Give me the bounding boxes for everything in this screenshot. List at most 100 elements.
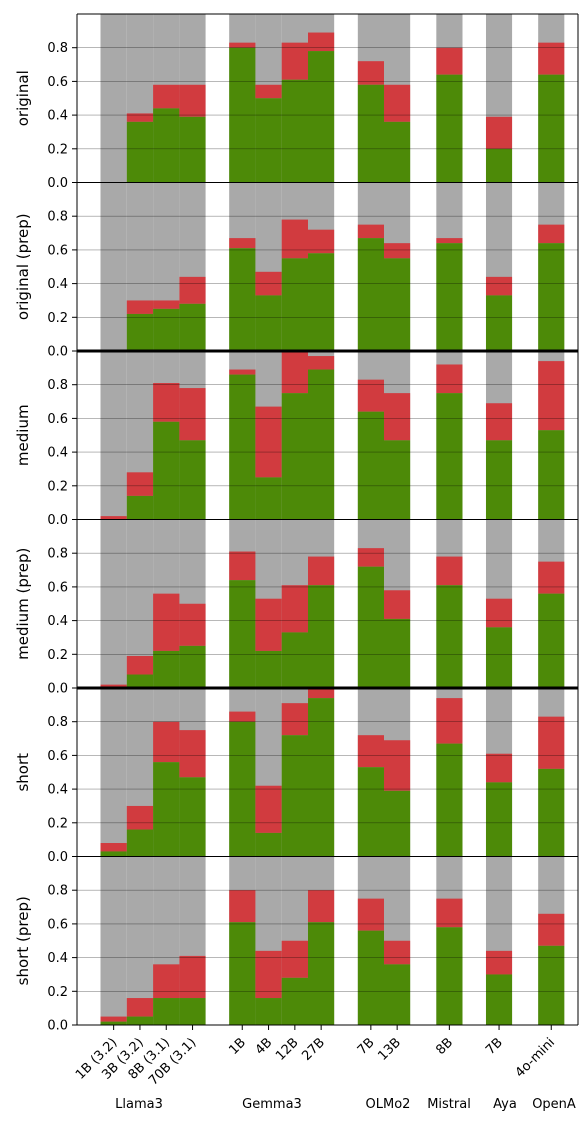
bar-wrong <box>308 556 335 586</box>
bar-correct <box>179 116 206 183</box>
bar-correct <box>357 930 384 1025</box>
bar-correct <box>485 148 513 183</box>
bar-correct <box>384 964 411 1025</box>
y-tick-label: 0.4 <box>47 109 68 124</box>
bar-wrong <box>357 735 384 768</box>
y-tick-label: 0.0 <box>47 176 68 191</box>
bar-correct <box>538 945 565 1025</box>
bar-wrong <box>229 890 256 923</box>
y-tick-label: 0.0 <box>47 1019 68 1034</box>
bar-wrong <box>308 688 335 699</box>
x-tick-label: 1B <box>226 1035 249 1058</box>
background-band <box>100 519 127 688</box>
bar-wrong <box>255 950 282 999</box>
bar-wrong <box>384 590 411 619</box>
bar-wrong <box>357 548 384 567</box>
x-tick-label: 7B <box>483 1035 506 1058</box>
bar-correct <box>179 645 206 688</box>
bar-correct <box>229 47 256 183</box>
bar-correct <box>153 762 180 857</box>
bar-wrong <box>179 955 206 999</box>
bar-wrong <box>179 730 206 778</box>
group-gap <box>462 182 486 351</box>
bar-correct <box>436 743 463 857</box>
background-band <box>100 856 127 1025</box>
bar-correct <box>100 851 127 857</box>
bar-correct <box>485 627 513 688</box>
y-tick-label: 0.0 <box>47 682 68 697</box>
bar-wrong <box>255 785 282 833</box>
y-tick-label: 0.6 <box>47 75 68 90</box>
family-label: Llama3 <box>115 1097 163 1112</box>
group-gap <box>512 14 539 183</box>
bar-correct <box>538 74 565 183</box>
bar-correct <box>281 393 308 520</box>
bar-correct <box>485 974 513 1025</box>
bar-correct <box>308 51 335 183</box>
x-tick-label: 27B <box>299 1035 328 1064</box>
background-band <box>100 14 127 183</box>
group-gap <box>410 351 437 520</box>
y-tick-label: 0.0 <box>47 513 68 528</box>
group-gap <box>334 182 358 351</box>
bar-correct <box>179 303 206 351</box>
group-gap <box>512 519 539 688</box>
y-tick-label: 0.4 <box>47 277 68 292</box>
bar-correct <box>308 369 335 520</box>
bar-correct <box>436 74 463 183</box>
panel-ylabel: medium (prep) <box>14 548 32 660</box>
bar-correct <box>436 393 463 520</box>
bar-wrong <box>153 593 180 651</box>
background-band <box>100 351 127 520</box>
bar-correct <box>153 308 180 351</box>
x-tick-label: 4B <box>253 1035 276 1058</box>
y-tick-label: 0.6 <box>47 243 68 258</box>
y-tick-label: 0.4 <box>47 951 68 966</box>
bar-wrong <box>281 351 308 394</box>
bar-wrong <box>485 116 513 149</box>
bar-correct <box>126 313 154 351</box>
bar-correct <box>308 585 335 688</box>
bar-wrong <box>100 684 127 688</box>
bar-wrong <box>126 472 154 496</box>
bar-correct <box>384 440 411 520</box>
bar-wrong <box>308 890 335 923</box>
bar-wrong <box>436 238 463 244</box>
bar-wrong <box>153 300 180 309</box>
group-gap <box>205 688 230 857</box>
bar-wrong <box>308 32 335 52</box>
group-gap <box>334 14 358 183</box>
bar-wrong <box>436 47 463 75</box>
bar-correct <box>179 777 206 857</box>
bar-wrong <box>229 369 256 375</box>
bar-correct <box>485 440 513 520</box>
bar-correct <box>436 927 463 1025</box>
bar-wrong <box>485 598 513 628</box>
y-tick-label: 0.4 <box>47 614 68 629</box>
bar-correct <box>384 258 411 351</box>
background-band <box>100 688 127 857</box>
group-gap <box>564 856 578 1025</box>
bar-correct <box>436 585 463 688</box>
family-label: Gemma3 <box>242 1097 302 1112</box>
family-label: Aya <box>493 1097 517 1112</box>
group-gap <box>334 856 358 1025</box>
bar-correct <box>538 593 565 688</box>
bar-correct <box>308 922 335 1025</box>
bar-correct <box>229 248 256 351</box>
y-tick-label: 0.4 <box>47 783 68 798</box>
bar-wrong <box>281 219 308 259</box>
group-gap <box>77 688 101 857</box>
bar-correct <box>357 566 384 688</box>
y-tick-label: 0.8 <box>47 547 68 562</box>
bar-correct <box>229 721 256 857</box>
bar-correct <box>436 243 463 351</box>
bar-correct <box>229 922 256 1025</box>
bar-wrong <box>179 388 206 441</box>
bar-wrong <box>153 964 180 999</box>
bar-correct <box>255 650 282 688</box>
y-tick-label: 0.4 <box>47 446 68 461</box>
group-gap <box>564 688 578 857</box>
family-label: Mistral <box>427 1097 471 1112</box>
